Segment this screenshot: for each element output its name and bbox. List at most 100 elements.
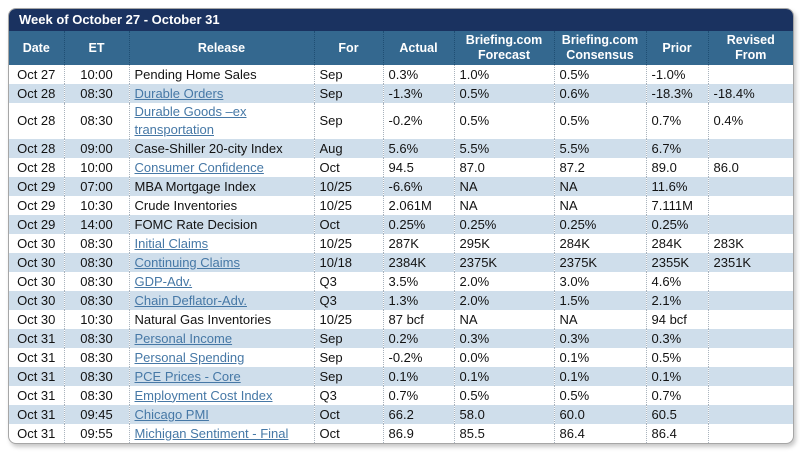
table-row: Oct 30 08:30 Chain Deflator-Adv. Q3 1.3% 2.0%… [9,291,793,310]
column-header-release: Release [128,31,314,65]
column-header-revised: Revised From [707,31,793,65]
cell-release: FOMC Rate Decision [128,215,314,234]
release-link[interactable]: Employment Cost Index [134,387,273,403]
cell-et: 10:30 [63,310,129,329]
cell-for: Oct [313,215,383,234]
cell-actual: 0.2% [382,329,454,348]
cell-release: Natural Gas Inventories [128,310,314,329]
cell-revised: 283K [707,234,793,253]
cell-for: 10/25 [313,310,383,329]
cell-forecast: 0.3% [453,329,554,348]
cell-forecast: 0.5% [453,103,554,139]
cell-et: 08:30 [63,272,129,291]
cell-revised [707,65,793,84]
release-link[interactable]: Michigan Sentiment - Final [134,425,289,441]
cell-et: 10:30 [63,196,129,215]
cell-for: Sep [313,84,383,103]
cell-release: MBA Mortgage Index [128,177,314,196]
cell-et: 10:00 [63,158,129,177]
cell-forecast: NA [453,177,554,196]
cell-date: Oct 28 [17,113,56,128]
table-row: Oct 28 08:30 Durable Orders Sep -1.3% 0.5% 0.6… [9,84,793,103]
cell-for: Oct [313,158,383,177]
cell-consensus: 0.25% [553,215,646,234]
cell-et: 08:30 [63,84,129,103]
cell-forecast: 1.0% [453,65,554,84]
cell-prior: -1.0% [645,65,708,84]
cell-date: Oct 28 [17,140,56,156]
cell-actual: 86.9 [382,424,454,443]
cell-revised [707,272,793,291]
cell-et: 08:30 [63,234,129,253]
cell-actual: 0.1% [382,367,454,386]
cell-release: Personal Spending [128,348,314,367]
cell-date: Oct 28 [17,159,56,175]
cell-date: Oct 31 [17,425,56,441]
release-link[interactable]: GDP-Adv. [134,273,193,289]
cell-revised [707,177,793,196]
cell-prior: 0.7% [645,103,708,139]
table-row: Oct 31 08:30 Personal Spending Sep -0.2% 0.0%… [9,348,793,367]
table-row: Oct 31 09:45 Chicago PMI Oct 66.2 58.0 60.0 60.… [9,405,793,424]
cell-actual: 0.3% [382,65,454,84]
cell-forecast: NA [453,310,554,329]
cell-revised: 0.4% [707,103,793,139]
cell-forecast: 5.5% [453,139,554,158]
table-row: Oct 31 08:30 Personal Income Sep 0.2% 0.3% 0.3… [9,329,793,348]
cell-consensus: 5.5% [553,139,646,158]
cell-release: PCE Prices - Core [128,367,314,386]
cell-actual: -1.3% [382,84,454,103]
cell-for: Sep [313,65,383,84]
cell-release: GDP-Adv. [128,272,314,291]
cell-for: 10/25 [313,177,383,196]
economic-calendar-widget: Week of October 27 - October 31 Date ET Re… [8,8,794,444]
release-link[interactable]: Personal Spending [134,349,245,365]
cell-forecast: 2375K [453,253,554,272]
cell-consensus: 0.1% [553,348,646,367]
cell-actual: 87 bcf [382,310,454,329]
cell-consensus: 86.4 [553,424,646,443]
cell-consensus: NA [553,310,646,329]
release-link[interactable]: Initial Claims [134,235,209,251]
cell-date: Oct 30 [17,273,56,289]
release-link[interactable]: Personal Income [134,330,233,346]
cell-forecast: 58.0 [453,405,554,424]
column-header-for: For [313,31,383,65]
cell-revised: 2351K [707,253,793,272]
release-link[interactable]: Chain Deflator-Adv. [134,292,247,308]
cell-revised [707,291,793,310]
table-row: Oct 28 09:00 Case-Shiller 20-city Index Aug… [9,139,793,158]
cell-revised [707,367,793,386]
cell-forecast: 2.0% [453,272,554,291]
release-link[interactable]: PCE Prices - Core [134,368,241,384]
cell-release: Durable Goods –ex transportation [128,103,314,139]
table-row: Oct 31 08:30 PCE Prices - Core Sep 0.1% 0.1% 0… [9,367,793,386]
cell-for: Sep [313,103,383,139]
cell-release: Chicago PMI [128,405,314,424]
cell-date: Oct 31 [17,349,56,365]
cell-prior: 94 bcf [645,310,708,329]
column-header-consensus: Briefing.com Consensus [553,31,646,65]
cell-revised [707,215,793,234]
week-title: Week of October 27 - October 31 [19,12,220,27]
release-link[interactable]: Chicago PMI [134,406,209,422]
cell-prior: 0.5% [645,348,708,367]
cell-forecast: 0.25% [453,215,554,234]
cell-for: Oct [313,424,383,443]
release-link[interactable]: Durable Orders [134,85,224,101]
cell-release: Case-Shiller 20-city Index [128,139,314,158]
economic-calendar-table: Date ET Release For Actual Briefing.com Forec… [9,31,793,443]
cell-release: Continuing Claims [128,253,314,272]
cell-consensus: 284K [553,234,646,253]
cell-et: 09:45 [63,405,129,424]
cell-et: 08:30 [63,367,129,386]
cell-prior: 0.25% [645,215,708,234]
release-link[interactable]: Durable Goods –ex transportation [134,104,247,137]
release-link[interactable]: Continuing Claims [134,254,241,270]
cell-forecast: 0.5% [453,386,554,405]
cell-prior: 60.5 [645,405,708,424]
release-link[interactable]: Consumer Confidence [134,159,264,175]
cell-actual: 2384K [382,253,454,272]
cell-actual: 287K [382,234,454,253]
cell-et: 08:30 [63,348,129,367]
